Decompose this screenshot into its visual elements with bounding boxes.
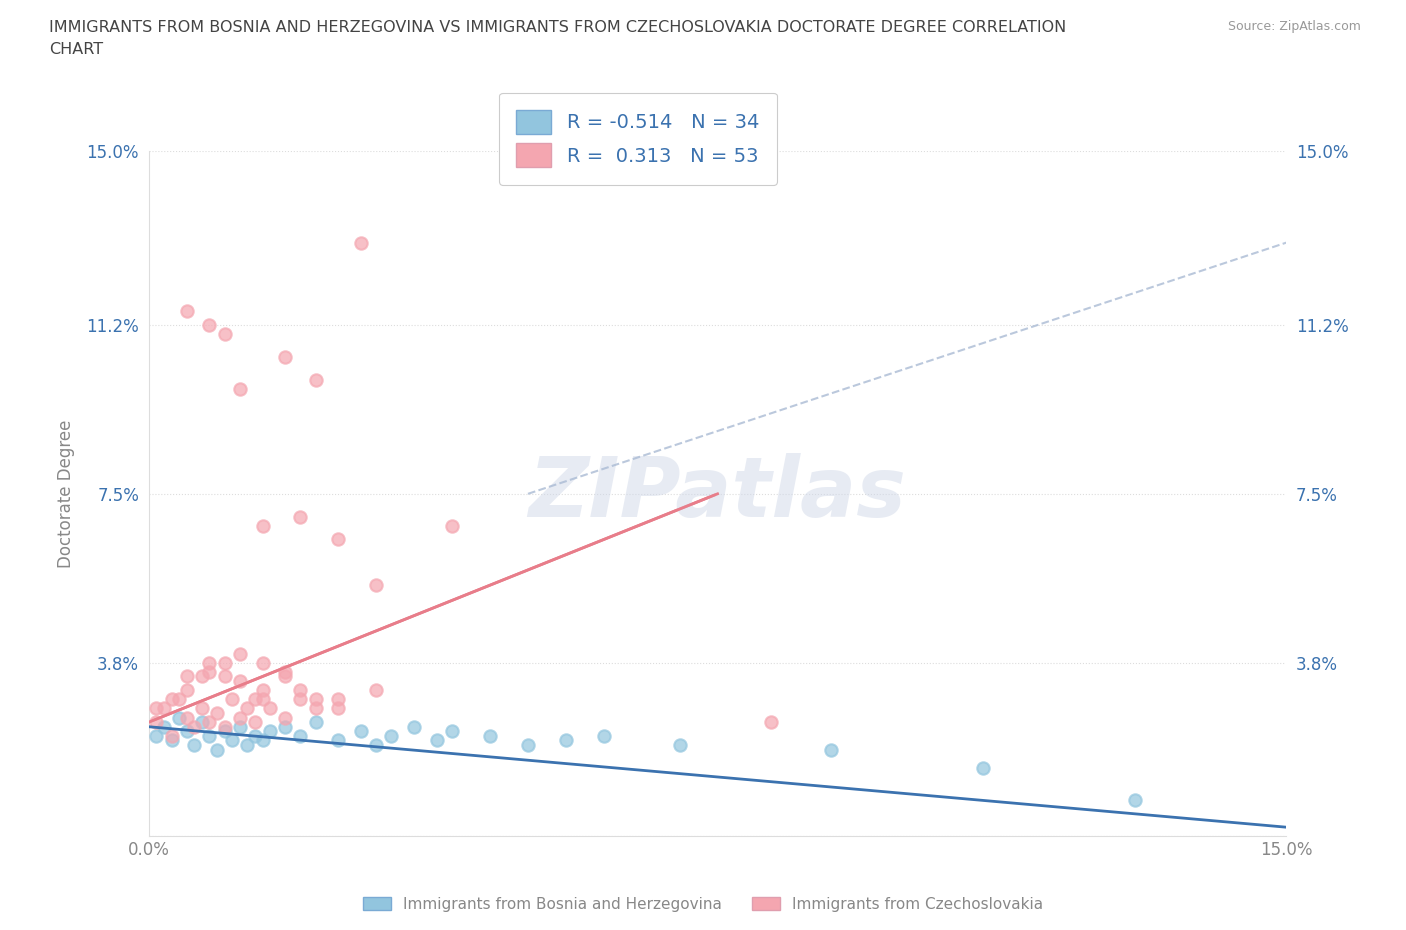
Point [160, 728, 183, 743]
Point [517, 737, 540, 752]
Point [236, 737, 259, 752]
Point [426, 733, 449, 748]
Point [176, 683, 198, 698]
Point [972, 761, 994, 776]
Point [252, 733, 274, 748]
Point [167, 711, 190, 725]
Point [304, 701, 326, 716]
Point [243, 728, 266, 743]
Point [221, 733, 243, 748]
Point [191, 715, 214, 730]
Point [350, 724, 373, 738]
Point [153, 701, 176, 716]
Text: Source: ZipAtlas.com: Source: ZipAtlas.com [1227, 20, 1361, 33]
Point [350, 235, 373, 250]
Point [153, 719, 176, 734]
Point [328, 701, 350, 716]
Point [145, 715, 167, 730]
Point [198, 665, 221, 680]
Point [176, 669, 198, 684]
Point [214, 719, 236, 734]
Point [176, 304, 198, 319]
Legend: Immigrants from Bosnia and Herzegovina, Immigrants from Czechoslovakia: Immigrants from Bosnia and Herzegovina, … [357, 890, 1049, 918]
Point [160, 692, 183, 707]
Point [380, 728, 402, 743]
Text: IMMIGRANTS FROM BOSNIA AND HERZEGOVINA VS IMMIGRANTS FROM CZECHOSLOVAKIA DOCTORA: IMMIGRANTS FROM BOSNIA AND HERZEGOVINA V… [49, 20, 1067, 35]
Point [145, 701, 167, 716]
Point [328, 692, 350, 707]
Point [290, 728, 312, 743]
Point [183, 719, 205, 734]
Point [290, 692, 312, 707]
Point [236, 701, 259, 716]
Point [366, 737, 388, 752]
Point [592, 728, 614, 743]
Point [191, 669, 214, 684]
Point [274, 711, 297, 725]
Point [229, 673, 252, 688]
Point [1123, 792, 1146, 807]
Point [290, 510, 312, 525]
Point [252, 518, 274, 533]
Point [145, 728, 167, 743]
Point [198, 728, 221, 743]
Point [668, 737, 690, 752]
Point [441, 724, 464, 738]
Point [191, 701, 214, 716]
Point [176, 724, 198, 738]
Point [214, 724, 236, 738]
Point [304, 692, 326, 707]
Point [214, 326, 236, 341]
Point [160, 733, 183, 748]
Point [198, 317, 221, 332]
Point [221, 692, 243, 707]
Point [479, 728, 502, 743]
Point [229, 381, 252, 396]
Point [290, 683, 312, 698]
Point [214, 669, 236, 684]
Point [214, 656, 236, 671]
Point [198, 656, 221, 671]
Text: CHART: CHART [49, 42, 103, 57]
Point [229, 719, 252, 734]
Point [259, 701, 281, 716]
Point [759, 715, 782, 730]
Point [274, 719, 297, 734]
Point [198, 715, 221, 730]
Point [176, 711, 198, 725]
Legend: R = -0.514   N = 34, R =  0.313   N = 53: R = -0.514 N = 34, R = 0.313 N = 53 [499, 92, 778, 185]
Point [304, 372, 326, 387]
Point [183, 737, 205, 752]
Point [328, 733, 350, 748]
Point [366, 683, 388, 698]
Point [259, 724, 281, 738]
Y-axis label: Doctorate Degree: Doctorate Degree [58, 419, 75, 568]
Point [554, 733, 576, 748]
Point [252, 692, 274, 707]
Point [243, 692, 266, 707]
Point [229, 711, 252, 725]
Point [205, 706, 228, 721]
Point [243, 715, 266, 730]
Point [205, 742, 228, 757]
Point [404, 719, 426, 734]
Point [167, 692, 190, 707]
Point [274, 350, 297, 365]
Point [820, 742, 842, 757]
Point [274, 669, 297, 684]
Point [304, 715, 326, 730]
Point [274, 665, 297, 680]
Point [252, 656, 274, 671]
Text: ZIPatlas: ZIPatlas [529, 453, 907, 535]
Point [441, 518, 464, 533]
Point [252, 683, 274, 698]
Point [229, 646, 252, 661]
Point [366, 578, 388, 592]
Point [328, 532, 350, 547]
